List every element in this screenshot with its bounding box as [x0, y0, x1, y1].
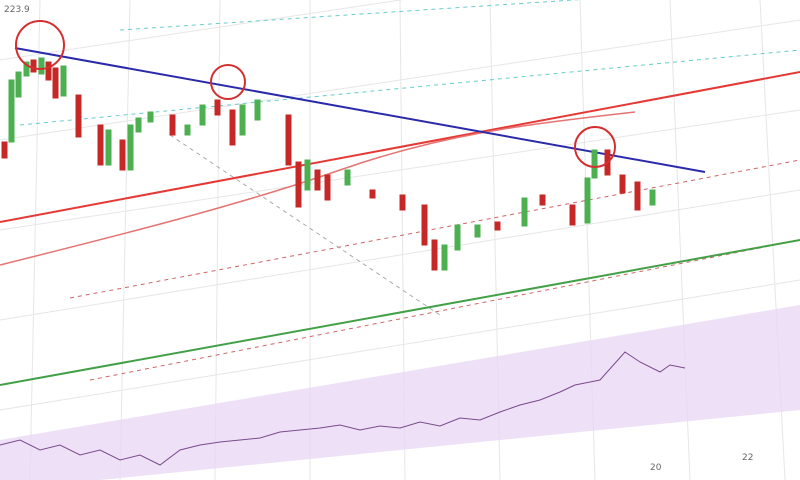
candle [60, 65, 67, 97]
candle [474, 224, 481, 238]
shape [0, 0, 404, 61]
candle [295, 161, 302, 208]
candle [1, 141, 8, 159]
shape [15, 20, 65, 70]
shape [119, 0, 581, 31]
candles [1, 57, 656, 271]
candle [454, 224, 461, 251]
candle [304, 159, 311, 191]
candle [105, 129, 112, 166]
candle [147, 111, 154, 123]
candle [421, 204, 428, 246]
candle [214, 99, 221, 116]
candle [119, 139, 126, 171]
candle [169, 114, 176, 136]
candle [344, 169, 351, 186]
candle [431, 239, 438, 271]
shape [119, 0, 131, 480]
candle [184, 124, 191, 136]
candle [75, 94, 82, 138]
candle [199, 104, 206, 126]
candle [634, 181, 641, 211]
shape [0, 109, 800, 231]
shape [210, 64, 246, 100]
resistance-line [0, 71, 800, 223]
candle [521, 197, 528, 227]
candle [569, 204, 576, 226]
shape [574, 126, 616, 168]
candle [494, 221, 501, 231]
shape [214, 0, 221, 480]
candle [15, 71, 22, 98]
candle [45, 61, 52, 81]
candle [369, 189, 376, 199]
moving-average [0, 111, 636, 266]
highlight-circles [15, 20, 616, 168]
shape [0, 279, 800, 411]
candle [30, 59, 37, 73]
candle [584, 177, 591, 224]
shape [0, 189, 800, 321]
candle [539, 194, 546, 206]
candle [314, 169, 321, 191]
candle [591, 149, 598, 179]
shape [169, 134, 441, 316]
candle [399, 194, 406, 211]
candle [285, 114, 292, 166]
candle [135, 117, 142, 133]
support-line [0, 239, 800, 386]
candle [97, 124, 104, 166]
candle [441, 244, 448, 271]
candle [239, 104, 246, 136]
candle [229, 109, 236, 146]
shape [69, 159, 800, 299]
candle [127, 124, 134, 171]
x-tick-label: 22 [742, 453, 753, 463]
rsi-band [0, 305, 800, 480]
shape [19, 49, 800, 126]
candle [254, 99, 261, 121]
rsi-line [0, 351, 686, 466]
candle [649, 189, 656, 206]
shape [89, 239, 800, 381]
shape [29, 0, 41, 480]
shape [0, 19, 800, 141]
candle [8, 79, 15, 143]
candle [23, 61, 30, 77]
price-label: 223.9 [4, 5, 30, 15]
trend-line [14, 47, 706, 173]
candle [324, 174, 331, 201]
x-tick-label: 20 [650, 463, 662, 473]
candle [619, 174, 626, 194]
candle [52, 67, 59, 99]
candle [38, 57, 45, 75]
